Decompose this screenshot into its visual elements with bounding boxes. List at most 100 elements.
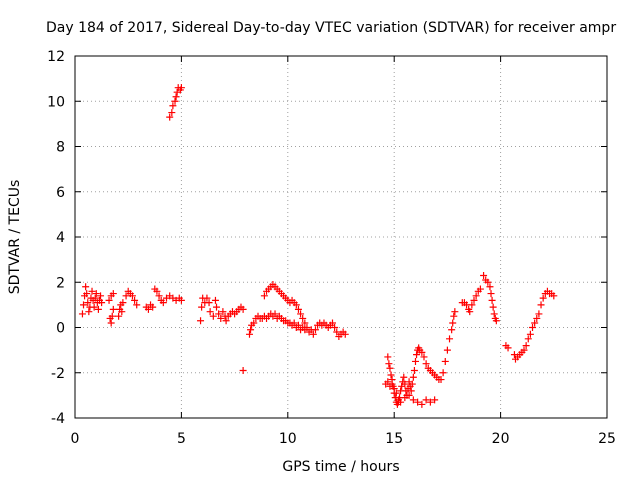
- data-point: [490, 310, 498, 318]
- data-point: [301, 319, 309, 327]
- data-point: [209, 312, 217, 320]
- data-point: [144, 305, 152, 313]
- data-point: [78, 310, 86, 318]
- data-point: [260, 292, 268, 300]
- data-point: [524, 335, 532, 343]
- data-point: [539, 294, 547, 302]
- x-tick-label: 25: [598, 431, 616, 447]
- data-point: [422, 396, 430, 404]
- data-point: [169, 102, 177, 110]
- data-point: [537, 301, 545, 309]
- data-point: [333, 328, 341, 336]
- data-point: [466, 308, 474, 316]
- y-tick-label: -4: [51, 411, 65, 427]
- data-point: [211, 296, 219, 304]
- data-point: [198, 303, 206, 311]
- data-point: [451, 308, 459, 316]
- data-point: [239, 366, 247, 374]
- data-point: [526, 330, 534, 338]
- data-point: [303, 324, 311, 331]
- data-point: [105, 296, 113, 304]
- data-point: [468, 301, 476, 309]
- grid-lines: [75, 56, 607, 418]
- data-point: [522, 342, 530, 350]
- data-point: [418, 348, 426, 356]
- y-tick-label: 10: [47, 94, 65, 110]
- data-point: [213, 303, 221, 311]
- data-point: [311, 326, 319, 334]
- data-point: [292, 301, 300, 309]
- data-point: [294, 305, 302, 313]
- data-point: [484, 278, 492, 286]
- data-point: [299, 314, 307, 322]
- data-point: [426, 398, 434, 406]
- data-point: [83, 290, 91, 298]
- data-point: [550, 292, 558, 300]
- data-point: [149, 303, 157, 311]
- data-point: [109, 305, 117, 313]
- data-point: [414, 398, 422, 406]
- data-points: [78, 84, 558, 408]
- y-axis-label: SDTVAR / TECUs: [7, 180, 23, 295]
- data-point: [446, 335, 454, 343]
- data-point: [239, 305, 247, 313]
- data-point: [118, 308, 126, 316]
- data-point: [82, 283, 90, 291]
- axis-ticks: 0 5 10 15 20 25 -4 -2 0 2 4 6 8 10 12: [47, 49, 616, 447]
- data-point: [413, 351, 421, 359]
- data-point: [90, 303, 98, 311]
- data-point: [410, 366, 418, 374]
- data-point: [222, 317, 230, 325]
- data-point: [97, 292, 105, 300]
- data-point: [131, 296, 139, 304]
- data-point: [392, 389, 400, 397]
- plot-frame: [74, 55, 608, 419]
- x-tick-label: 15: [385, 431, 403, 447]
- data-point: [172, 93, 180, 101]
- data-point: [294, 321, 302, 329]
- data-point: [84, 299, 92, 307]
- data-point: [409, 396, 417, 404]
- y-tick-label: -2: [51, 366, 65, 382]
- data-point: [388, 380, 396, 388]
- y-tick-label: 2: [56, 275, 65, 291]
- data-point: [397, 398, 405, 406]
- data-point: [386, 364, 394, 372]
- data-point: [443, 346, 451, 354]
- data-point: [450, 312, 458, 320]
- data-point: [94, 305, 102, 313]
- data-point: [247, 326, 255, 334]
- data-point: [449, 319, 457, 327]
- data-point: [441, 357, 449, 365]
- data-point: [331, 324, 339, 331]
- data-point: [407, 387, 415, 395]
- data-point: [250, 319, 258, 327]
- data-point: [206, 308, 214, 316]
- data-point: [168, 109, 176, 117]
- x-tick-label: 0: [71, 431, 80, 447]
- data-point: [177, 296, 185, 304]
- data-point: [400, 373, 408, 381]
- data-point: [215, 310, 223, 318]
- data-point: [488, 296, 496, 304]
- y-tick-label: 0: [56, 321, 65, 337]
- data-point: [437, 376, 445, 384]
- data-point: [171, 97, 179, 105]
- data-point: [387, 371, 395, 379]
- data-point: [431, 396, 439, 404]
- data-point: [133, 301, 141, 309]
- data-point: [297, 310, 305, 318]
- data-point: [128, 292, 136, 300]
- y-tick-label: 12: [47, 49, 65, 65]
- data-point: [203, 294, 211, 302]
- data-point: [535, 310, 543, 318]
- data-point: [480, 271, 488, 279]
- data-point: [205, 299, 213, 307]
- data-point: [115, 312, 123, 320]
- data-point: [217, 314, 225, 322]
- data-point: [384, 378, 392, 386]
- data-point: [328, 319, 336, 327]
- data-point: [91, 294, 99, 302]
- x-tick-label: 5: [177, 431, 186, 447]
